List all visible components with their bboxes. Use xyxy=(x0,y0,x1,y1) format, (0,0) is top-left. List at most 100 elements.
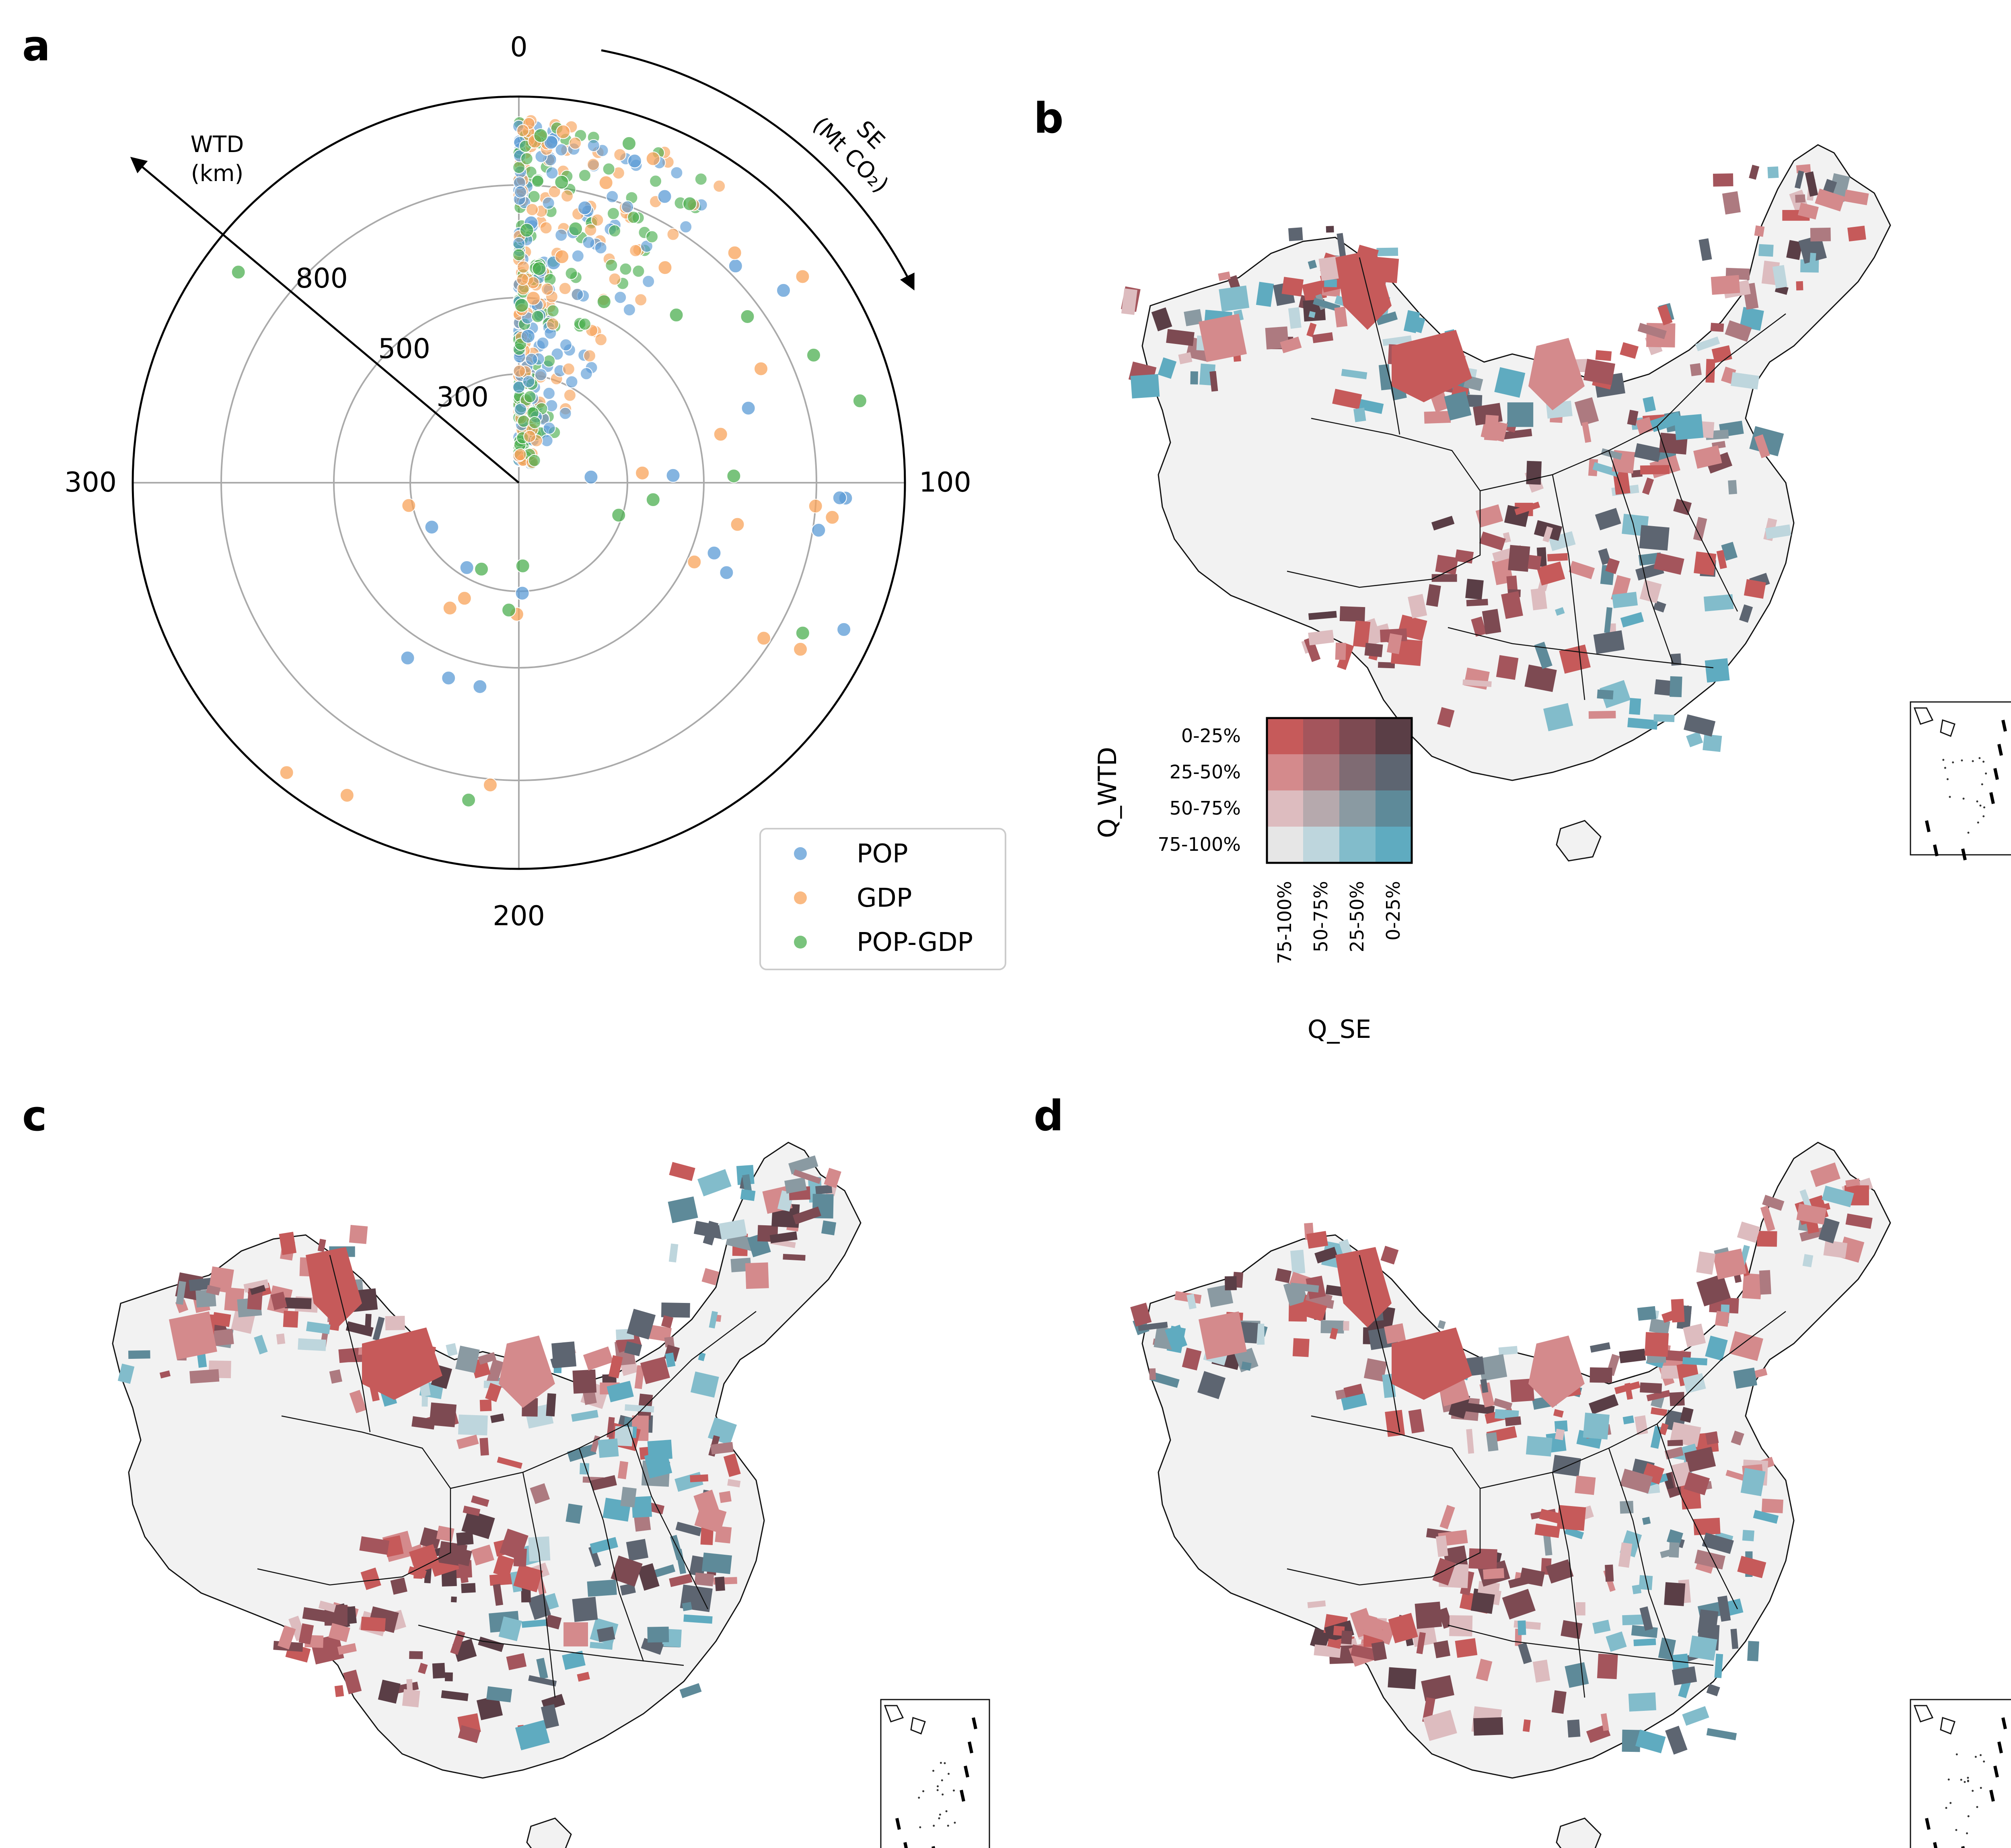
county-region xyxy=(528,1593,551,1620)
scatter-point xyxy=(670,166,683,179)
county-region xyxy=(1845,1178,1860,1187)
bivariate-x-tick: 25-50% xyxy=(1346,881,1368,952)
county-region xyxy=(360,1616,386,1632)
county-region xyxy=(614,1426,633,1447)
province-border xyxy=(1552,1472,1585,1698)
scatter-point xyxy=(694,173,707,186)
county-region xyxy=(359,1536,390,1555)
county-region xyxy=(587,1579,617,1597)
county-region xyxy=(1421,1675,1454,1702)
county-region xyxy=(1327,1638,1342,1649)
county-region xyxy=(1510,1378,1534,1402)
county-region xyxy=(1604,607,1612,633)
bivariate-cell xyxy=(1267,790,1303,827)
nine-dash-segment xyxy=(1925,1818,1931,1830)
county-region xyxy=(1796,281,1803,291)
county-region xyxy=(669,1574,693,1587)
bivariate-y-tick: 75-100% xyxy=(1158,833,1241,855)
county-region xyxy=(378,1679,401,1704)
county-region xyxy=(1696,1274,1731,1307)
county-region xyxy=(461,1510,495,1539)
bivariate-cell xyxy=(1303,754,1339,790)
scatter-point xyxy=(793,642,808,657)
county-region xyxy=(1478,1354,1507,1381)
county-region xyxy=(1528,1336,1585,1408)
county-region xyxy=(1165,1324,1188,1351)
county-region xyxy=(1646,1390,1671,1401)
county-region xyxy=(1628,1692,1656,1712)
county-region xyxy=(1475,504,1503,528)
county-region xyxy=(1844,189,1869,206)
county-region xyxy=(571,1410,598,1422)
county-region xyxy=(1650,412,1682,432)
county-region xyxy=(1530,588,1547,611)
county-region xyxy=(572,1369,597,1394)
scatter-point xyxy=(551,348,564,361)
county-region xyxy=(1526,1436,1552,1457)
county-region xyxy=(1199,1311,1247,1360)
county-region xyxy=(349,1389,367,1414)
county-region xyxy=(551,1341,577,1369)
island-dot xyxy=(940,1762,942,1764)
scatter-point xyxy=(687,554,702,569)
county-region xyxy=(1256,282,1274,307)
county-region xyxy=(1706,1728,1737,1741)
scatter-point xyxy=(527,190,541,203)
county-region xyxy=(590,1475,617,1491)
province-border xyxy=(522,1472,556,1698)
county-region xyxy=(1437,707,1455,728)
county-region xyxy=(1466,599,1488,607)
county-region xyxy=(668,1196,698,1223)
county-region xyxy=(1567,1719,1581,1738)
county-region xyxy=(1326,226,1334,233)
county-region xyxy=(1313,298,1341,312)
county-region xyxy=(1569,561,1595,579)
county-region xyxy=(647,1439,672,1461)
scatter-point xyxy=(512,248,526,261)
island-dot xyxy=(1955,1829,1958,1831)
county-region xyxy=(478,1636,504,1652)
county-region xyxy=(1713,1248,1747,1280)
scatter-point xyxy=(571,288,584,301)
county-region xyxy=(697,1169,732,1197)
county-region xyxy=(1438,1607,1453,1629)
county-region xyxy=(1341,368,1367,379)
county-region xyxy=(1620,1468,1653,1494)
island-dot xyxy=(1980,1754,1982,1756)
county-region xyxy=(661,1303,690,1318)
county-region xyxy=(1823,1240,1848,1258)
county-region xyxy=(1483,1568,1505,1580)
county-region xyxy=(563,1622,588,1646)
county-region xyxy=(247,1288,263,1310)
county-region xyxy=(1360,1613,1378,1629)
county-region xyxy=(1744,579,1766,599)
county-region xyxy=(1528,338,1585,410)
county-region xyxy=(1182,1348,1202,1371)
county-region xyxy=(1384,1323,1406,1344)
county-region xyxy=(1643,396,1656,412)
county-region xyxy=(298,1338,327,1351)
county-region xyxy=(1740,307,1764,331)
county-region xyxy=(1731,372,1760,390)
scatter-point xyxy=(546,317,559,331)
scatter-point xyxy=(502,603,516,617)
scatter-point xyxy=(559,338,572,352)
county-region xyxy=(458,1414,488,1436)
county-region xyxy=(446,1343,458,1356)
county-region xyxy=(1706,1683,1720,1696)
scatter-point xyxy=(608,224,621,237)
scatter-point xyxy=(523,430,537,443)
county-region xyxy=(723,1453,741,1477)
county-region xyxy=(1290,1249,1306,1274)
panel-label-a: a xyxy=(22,21,50,70)
county-region xyxy=(1518,1642,1532,1664)
island-outline xyxy=(1556,820,1602,862)
island-dot xyxy=(1944,767,1946,769)
county-region xyxy=(1526,461,1542,485)
county-region xyxy=(1597,1654,1618,1679)
inset-coastline xyxy=(1913,1705,1955,1735)
scatter-point xyxy=(545,166,559,179)
county-region xyxy=(640,1356,670,1384)
county-region xyxy=(1684,714,1716,737)
county-region xyxy=(212,1312,231,1327)
